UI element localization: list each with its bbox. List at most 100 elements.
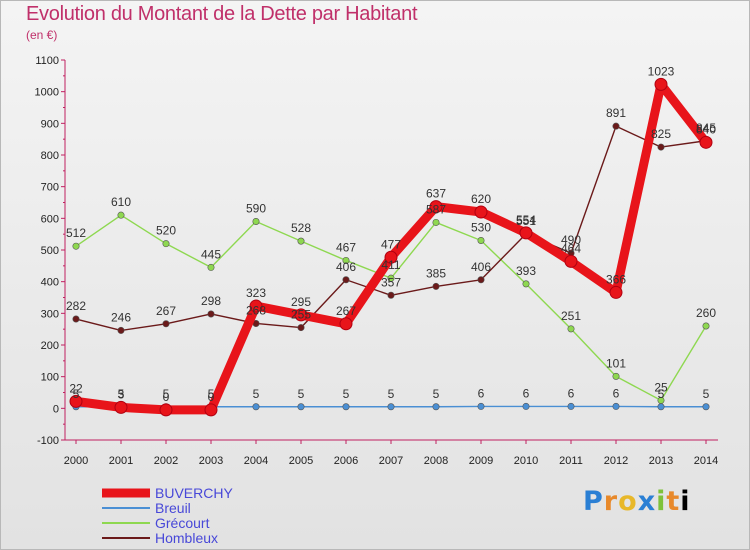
data-point xyxy=(474,205,488,219)
data-point xyxy=(432,218,440,226)
data-label: 0 xyxy=(208,390,215,404)
y-tick-label: 200 xyxy=(41,340,59,352)
y-tick-label: 700 xyxy=(41,182,59,194)
x-tick-label: 2008 xyxy=(424,455,448,467)
data-point xyxy=(432,282,440,290)
legend-label: Breuil xyxy=(155,500,191,516)
data-label: 366 xyxy=(606,272,626,286)
y-tick-label: 900 xyxy=(41,118,59,130)
data-label: 267 xyxy=(156,304,176,318)
data-point xyxy=(297,403,305,411)
data-label: 251 xyxy=(561,309,581,323)
data-label: 3 xyxy=(118,387,125,401)
data-label: 637 xyxy=(426,187,446,201)
data-label: 267 xyxy=(336,304,356,318)
data-point xyxy=(297,237,305,245)
x-tick-label: 2004 xyxy=(244,455,268,467)
data-label: 528 xyxy=(291,221,311,235)
data-label: 845 xyxy=(696,121,716,135)
y-tick-label: 300 xyxy=(41,308,59,320)
data-label: 551 xyxy=(516,214,536,228)
data-point xyxy=(612,372,620,380)
data-point xyxy=(342,403,350,411)
data-point xyxy=(162,240,170,248)
data-label: 406 xyxy=(471,260,491,274)
data-point xyxy=(612,122,620,130)
data-point xyxy=(294,308,308,322)
data-label: 554 xyxy=(516,213,536,227)
x-tick-label: 2001 xyxy=(109,455,133,467)
data-point xyxy=(72,242,80,250)
data-label: 587 xyxy=(426,202,446,216)
data-label: 6 xyxy=(568,386,575,400)
data-label: 620 xyxy=(471,192,491,206)
data-label: 22 xyxy=(69,381,83,395)
chart-title: Evolution du Montant de la Dette par Hab… xyxy=(26,3,418,25)
data-label: 1023 xyxy=(648,64,675,78)
data-point xyxy=(204,403,218,417)
data-point xyxy=(297,324,305,332)
y-tick-label: 500 xyxy=(41,245,59,257)
data-label: 5 xyxy=(703,387,710,401)
data-point xyxy=(252,403,260,411)
data-label: 5 xyxy=(433,387,440,401)
data-label: 5 xyxy=(343,387,350,401)
legend-label: Hombleux xyxy=(155,530,218,546)
data-label: 512 xyxy=(66,226,86,240)
x-tick-label: 2005 xyxy=(289,455,313,467)
data-point xyxy=(387,274,395,282)
y-tick-label: 800 xyxy=(41,150,59,162)
data-label: 467 xyxy=(336,240,356,254)
y-tick-label: 1100 xyxy=(35,55,59,67)
data-label: 411 xyxy=(381,258,400,272)
data-label: 5 xyxy=(298,387,305,401)
data-label: 5 xyxy=(658,387,665,401)
x-tick-label: 2011 xyxy=(559,455,583,467)
legend-label: Grécourt xyxy=(155,515,210,531)
data-point xyxy=(657,403,665,411)
data-label: 5 xyxy=(118,387,125,401)
data-label: 490 xyxy=(561,233,581,247)
data-label: 101 xyxy=(606,356,626,370)
data-label: 5 xyxy=(73,387,80,401)
data-label: 6 xyxy=(523,386,530,400)
data-point xyxy=(432,403,440,411)
data-label: 5 xyxy=(388,387,395,401)
data-label: 295 xyxy=(291,295,311,309)
data-label: 255 xyxy=(291,308,311,322)
data-point xyxy=(567,325,575,333)
x-tick-label: 2013 xyxy=(649,455,673,467)
data-label: 357 xyxy=(381,275,401,289)
data-point xyxy=(429,200,443,214)
data-label: 282 xyxy=(66,299,86,313)
x-tick-label: 2012 xyxy=(604,455,628,467)
data-point xyxy=(159,403,173,417)
data-label: 610 xyxy=(111,195,131,209)
data-point xyxy=(567,402,575,410)
data-point xyxy=(72,315,80,323)
data-point xyxy=(384,250,398,264)
y-tick-label: 400 xyxy=(41,277,59,289)
data-point xyxy=(657,143,665,151)
data-label: 25 xyxy=(654,380,668,394)
x-tick-label: 2007 xyxy=(379,455,403,467)
x-tick-label: 2002 xyxy=(154,455,178,467)
data-point xyxy=(342,256,350,264)
data-point xyxy=(519,226,533,240)
data-label: 5 xyxy=(253,387,260,401)
data-label: 323 xyxy=(246,286,266,300)
data-label: 385 xyxy=(426,266,446,280)
data-point xyxy=(117,211,125,219)
y-tick-label: -100 xyxy=(37,435,59,447)
x-tick-label: 2003 xyxy=(199,455,223,467)
data-point xyxy=(252,218,260,226)
data-point xyxy=(387,403,395,411)
data-label: 268 xyxy=(246,303,266,317)
data-point xyxy=(69,394,83,408)
data-point xyxy=(654,77,668,91)
data-point xyxy=(477,237,485,245)
x-tick-label: 2006 xyxy=(334,455,358,467)
data-point xyxy=(342,276,350,284)
y-tick-label: 0 xyxy=(53,403,59,415)
